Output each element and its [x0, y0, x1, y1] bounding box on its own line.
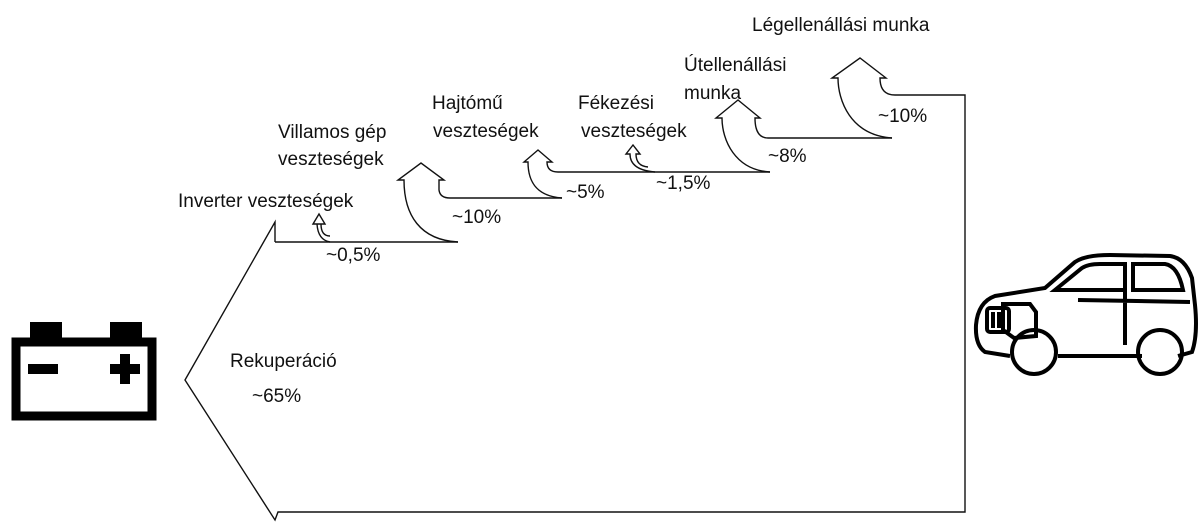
- loss-value: ~5%: [566, 182, 605, 203]
- loss-label: Hajtómű: [432, 93, 503, 114]
- loss-value: ~1,5%: [656, 173, 711, 194]
- loss-label: veszteségek: [278, 149, 384, 170]
- loss-value: ~10%: [452, 207, 501, 228]
- recuperation-value: ~65%: [252, 386, 301, 407]
- sankey-flow: [184, 57, 966, 522]
- loss-label: Villamos gép: [278, 122, 386, 143]
- loss-value: ~8%: [768, 146, 807, 167]
- loss-label: Inverter veszteségek: [178, 191, 354, 212]
- loss-label: Útellenállási: [684, 54, 786, 76]
- car-icon: [973, 252, 1198, 376]
- loss-value: ~0,5%: [326, 245, 381, 266]
- loss-label: veszteségek: [433, 121, 539, 142]
- loss-label: veszteségek: [581, 121, 687, 142]
- loss-label: munka: [684, 83, 741, 104]
- loss-value: ~10%: [878, 106, 927, 127]
- loss-label: Légellenállási munka: [752, 15, 930, 36]
- battery-icon: [11, 322, 157, 421]
- recuperation-label: Rekuperáció: [230, 351, 337, 372]
- loss-label: Fékezési: [578, 93, 654, 114]
